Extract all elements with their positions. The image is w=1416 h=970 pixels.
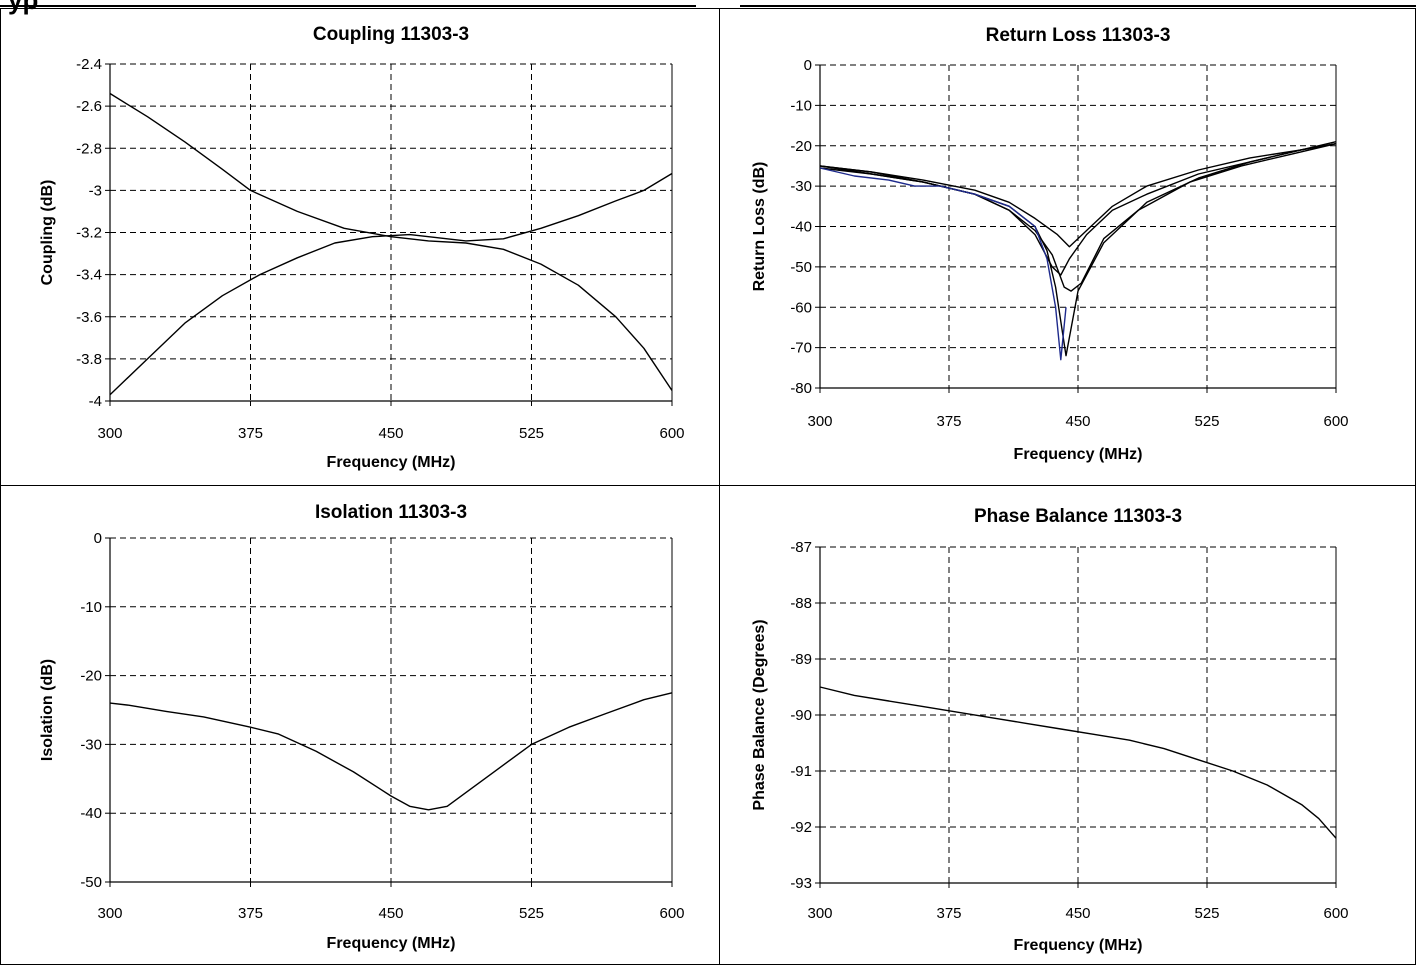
isolation-chart-svg: Isolation 11303-3 0 -10 -20 -30 -40 -50 300 375 4… [39,502,685,952]
return-loss-title: Return Loss 11303-3 [986,25,1171,46]
return-loss-ytick-label: 0 [804,57,812,74]
isolation-title: Isolation 11303-3 [315,502,467,523]
return-loss-chart-svg: Return Loss 11303-3 0 -10 -20 -30 -40 -50 -60 -7… [751,25,1349,463]
isolation-ytick-label: -50 [80,874,102,891]
vertical-divider [719,8,720,965]
coupling-ylabel: Coupling (dB) [39,180,56,286]
phase-balance-ylabel: Phase Balance (Degrees) [751,619,768,810]
phase-balance-ytick-label: -92 [790,819,812,836]
coupling-xtick-label: 300 [97,425,122,442]
return-loss-ytick-label: -70 [790,340,812,357]
phase-balance-chart-svg: Phase Balance 11303-3 -87 -88 -89 -90 -91 -92 -… [751,506,1349,954]
coupling-chart-svg: Coupling 11303-3 -2.4 -2.6 -2.8 -3 -3.2 -3.4 -3… [39,24,685,471]
phase-balance-xtick-label: 375 [936,905,961,922]
phase-balance-ytick-label: -88 [790,595,812,612]
return-loss-chart: Return Loss 11303-3 0 -10 -20 -30 -40 -50 -60 -7… [720,8,1416,485]
coupling-chart: Coupling 11303-3 -2.4 -2.6 -2.8 -3 -3.2 -3.4 -3… [0,8,719,485]
return-loss-xtick-label: 300 [807,413,832,430]
isolation-ytick-label: -20 [80,668,102,685]
isolation-ytick-label: 0 [94,530,102,547]
isolation-xtick-label: 375 [238,905,263,922]
coupling-xtick-label: 375 [238,425,263,442]
isolation-xtick-label: 600 [659,905,684,922]
return-loss-xtick-label: 450 [1065,413,1090,430]
header-underline [0,5,696,7]
phase-balance-ytick-label: -91 [790,763,812,780]
return-loss-xlabel: Frequency (MHz) [1014,446,1143,463]
return-loss-ytick-label: -50 [790,259,812,276]
coupling-ytick-label: -3.8 [76,351,102,368]
phase-balance-xtick-label: 525 [1194,905,1219,922]
return-loss-series-line-4 [819,167,1067,361]
coupling-ytick-label: -2.8 [76,140,102,157]
return-loss-xtick-label: 525 [1194,413,1219,430]
phase-balance-xtick-label: 450 [1065,905,1090,922]
coupling-ytick-label: -4 [89,393,102,410]
phase-balance-ytick-label: -87 [790,539,812,556]
coupling-xlabel: Frequency (MHz) [327,454,456,471]
isolation-ytick-label: -30 [80,736,102,753]
return-loss-xtick-label: 375 [936,413,961,430]
coupling-xtick-label: 525 [519,425,544,442]
coupling-ytick-label: -3.6 [76,309,102,326]
coupling-series-line-1 [109,172,673,396]
return-loss-ylabel: Return Loss (dB) [751,162,768,292]
coupling-title: Coupling 11303-3 [313,24,469,45]
coupling-xtick-label: 450 [378,425,403,442]
isolation-xtick-label: 450 [378,905,403,922]
header-underline-right [740,5,1416,7]
isolation-xtick-label: 525 [519,905,544,922]
return-loss-ytick-label: -30 [790,178,812,195]
isolation-xlabel: Frequency (MHz) [327,935,456,952]
phase-balance-chart: Phase Balance 11303-3 -87 -88 -89 -90 -91 -92 -… [720,486,1416,965]
coupling-ytick-label: -2.6 [76,98,102,115]
horizontal-divider [0,485,1416,486]
return-loss-ytick-label: -60 [790,299,812,316]
coupling-ytick-label: -3.2 [76,225,102,242]
isolation-xtick-label: 300 [97,905,122,922]
phase-balance-xlabel: Frequency (MHz) [1014,937,1143,954]
phase-balance-ytick-label: -93 [790,875,812,892]
phase-balance-title: Phase Balance 11303-3 [974,506,1182,527]
phase-balance-xtick-label: 300 [807,905,832,922]
isolation-chart: Isolation 11303-3 0 -10 -20 -30 -40 -50 300 375 4… [0,486,719,965]
phase-balance-ytick-label: -89 [790,651,812,668]
phase-balance-series-line-0 [819,686,1337,839]
return-loss-ytick-label: -20 [790,138,812,155]
coupling-ytick-label: -2.4 [76,56,102,73]
coupling-ytick-label: -3 [89,182,102,199]
phase-balance-xtick-label: 600 [1323,905,1348,922]
coupling-series-line-0 [109,92,673,391]
return-loss-ytick-label: -80 [790,380,812,397]
return-loss-series-line-0 [819,143,1337,248]
isolation-ytick-label: -10 [80,599,102,616]
isolation-series-line-0 [109,692,673,811]
isolation-ylabel: Isolation (dB) [39,659,56,761]
isolation-ytick-label: -40 [80,805,102,822]
phase-balance-ytick-label: -90 [790,707,812,724]
return-loss-ytick-label: -10 [790,97,812,114]
return-loss-xtick-label: 600 [1323,413,1348,430]
coupling-xtick-label: 600 [659,425,684,442]
coupling-ytick-label: -3.4 [76,267,102,284]
return-loss-ytick-label: -40 [790,219,812,236]
